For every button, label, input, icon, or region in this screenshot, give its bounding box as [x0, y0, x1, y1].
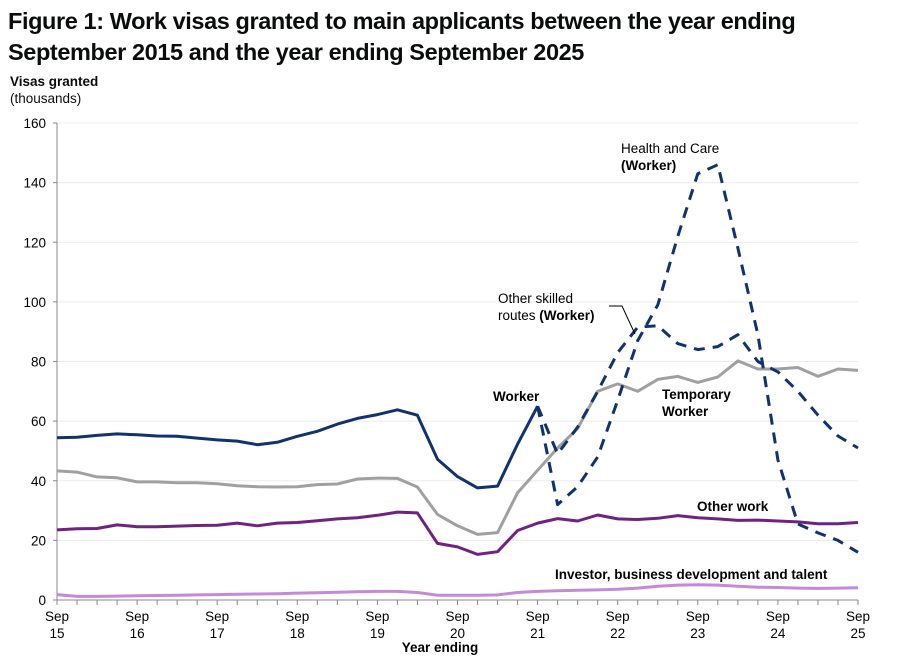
- gridlines: [53, 122, 858, 601]
- x-tick-label-year: 19: [370, 626, 385, 641]
- y-tick-label: 0: [38, 593, 46, 608]
- label-other-work: Other work: [697, 499, 769, 514]
- x-tick-label-year: 22: [610, 626, 625, 641]
- label-other-skilled-line1: Other skilled: [498, 291, 573, 306]
- x-tick-label-month: Sep: [125, 609, 149, 624]
- label-health-care-line1: Health and Care: [621, 141, 719, 156]
- y-tick-label: 120: [23, 235, 46, 250]
- series-line-health-and-care-worker: [536, 163, 859, 554]
- x-tick-label-month: Sep: [45, 609, 69, 624]
- x-tick-label-month: Sep: [766, 609, 790, 624]
- y-tick-label: 40: [31, 474, 46, 489]
- label-temporary-worker-line2: Worker: [662, 404, 709, 419]
- label-temporary-worker-2: Worker: [662, 404, 709, 419]
- x-tick-label-month: Sep: [606, 609, 630, 624]
- label-other-skilled-worker: (Worker): [539, 308, 594, 323]
- other-skilled-leader-line: [609, 305, 636, 335]
- x-tick-label-year: 15: [49, 626, 64, 641]
- y-tick-labels: 0 20 40 60 80 100 120 140 160: [23, 116, 46, 608]
- x-tick-label-year: 21: [530, 626, 545, 641]
- y-axis-unit: (thousands): [10, 91, 82, 106]
- y-axis-title: Visas granted: [10, 74, 99, 89]
- y-tick-label: 60: [31, 414, 46, 429]
- label-investor: Investor, business development and talen…: [555, 567, 828, 582]
- series-line-other-work: [56, 510, 859, 556]
- x-tick-label-year: 24: [770, 626, 786, 641]
- y-tick-label: 80: [31, 355, 46, 370]
- y-tick-label: 100: [23, 295, 46, 310]
- x-tick-label-month: Sep: [686, 609, 710, 624]
- x-tick-label-year: 20: [450, 626, 465, 641]
- x-tick-label-month: Sep: [285, 609, 309, 624]
- label-other-skilled-routes: routes: [498, 308, 539, 323]
- label-worker: Worker: [493, 389, 540, 404]
- x-tick-label-month: Sep: [365, 609, 389, 624]
- series-line-temporary-worker: [56, 359, 859, 536]
- figure-title: Figure 1: Work visas granted to main app…: [8, 8, 796, 65]
- y-tick-label: 140: [23, 176, 46, 191]
- x-tick-label-year: 16: [130, 626, 145, 641]
- series-line-investor-business-development-and-talent: [56, 583, 859, 598]
- x-tick-label-year: 25: [850, 626, 865, 641]
- x-tick-label-month: Sep: [445, 609, 469, 624]
- x-tick-label-month: Sep: [205, 609, 229, 624]
- series-line-other-skilled-routes-worker: [536, 324, 859, 456]
- series-line-worker: [56, 405, 539, 490]
- x-tick-labels: Sep 15 Sep 16 Sep 17 Sep 18 Sep 19 Sep 20 Sep 21 Sep 22…: [45, 609, 870, 641]
- label-other-skilled-line2: routes (Worker): [498, 308, 595, 323]
- label-temporary-worker-line1: Temporary: [662, 387, 731, 402]
- x-tick-label-year: 23: [690, 626, 705, 641]
- axes: [56, 123, 859, 605]
- y-tick-label: 160: [23, 116, 46, 131]
- y-tick-label: 20: [31, 533, 46, 548]
- x-tick-label-year: 18: [290, 626, 305, 641]
- label-health-care-line2: (Worker): [621, 158, 676, 173]
- label-temporary-worker-1: Temporary: [662, 387, 731, 402]
- x-tick-label-month: Sep: [846, 609, 870, 624]
- x-axis-title: Year ending: [402, 640, 479, 655]
- x-tick-label-year: 17: [210, 626, 225, 641]
- x-tick-label-month: Sep: [526, 609, 550, 624]
- series-lines: [56, 163, 859, 598]
